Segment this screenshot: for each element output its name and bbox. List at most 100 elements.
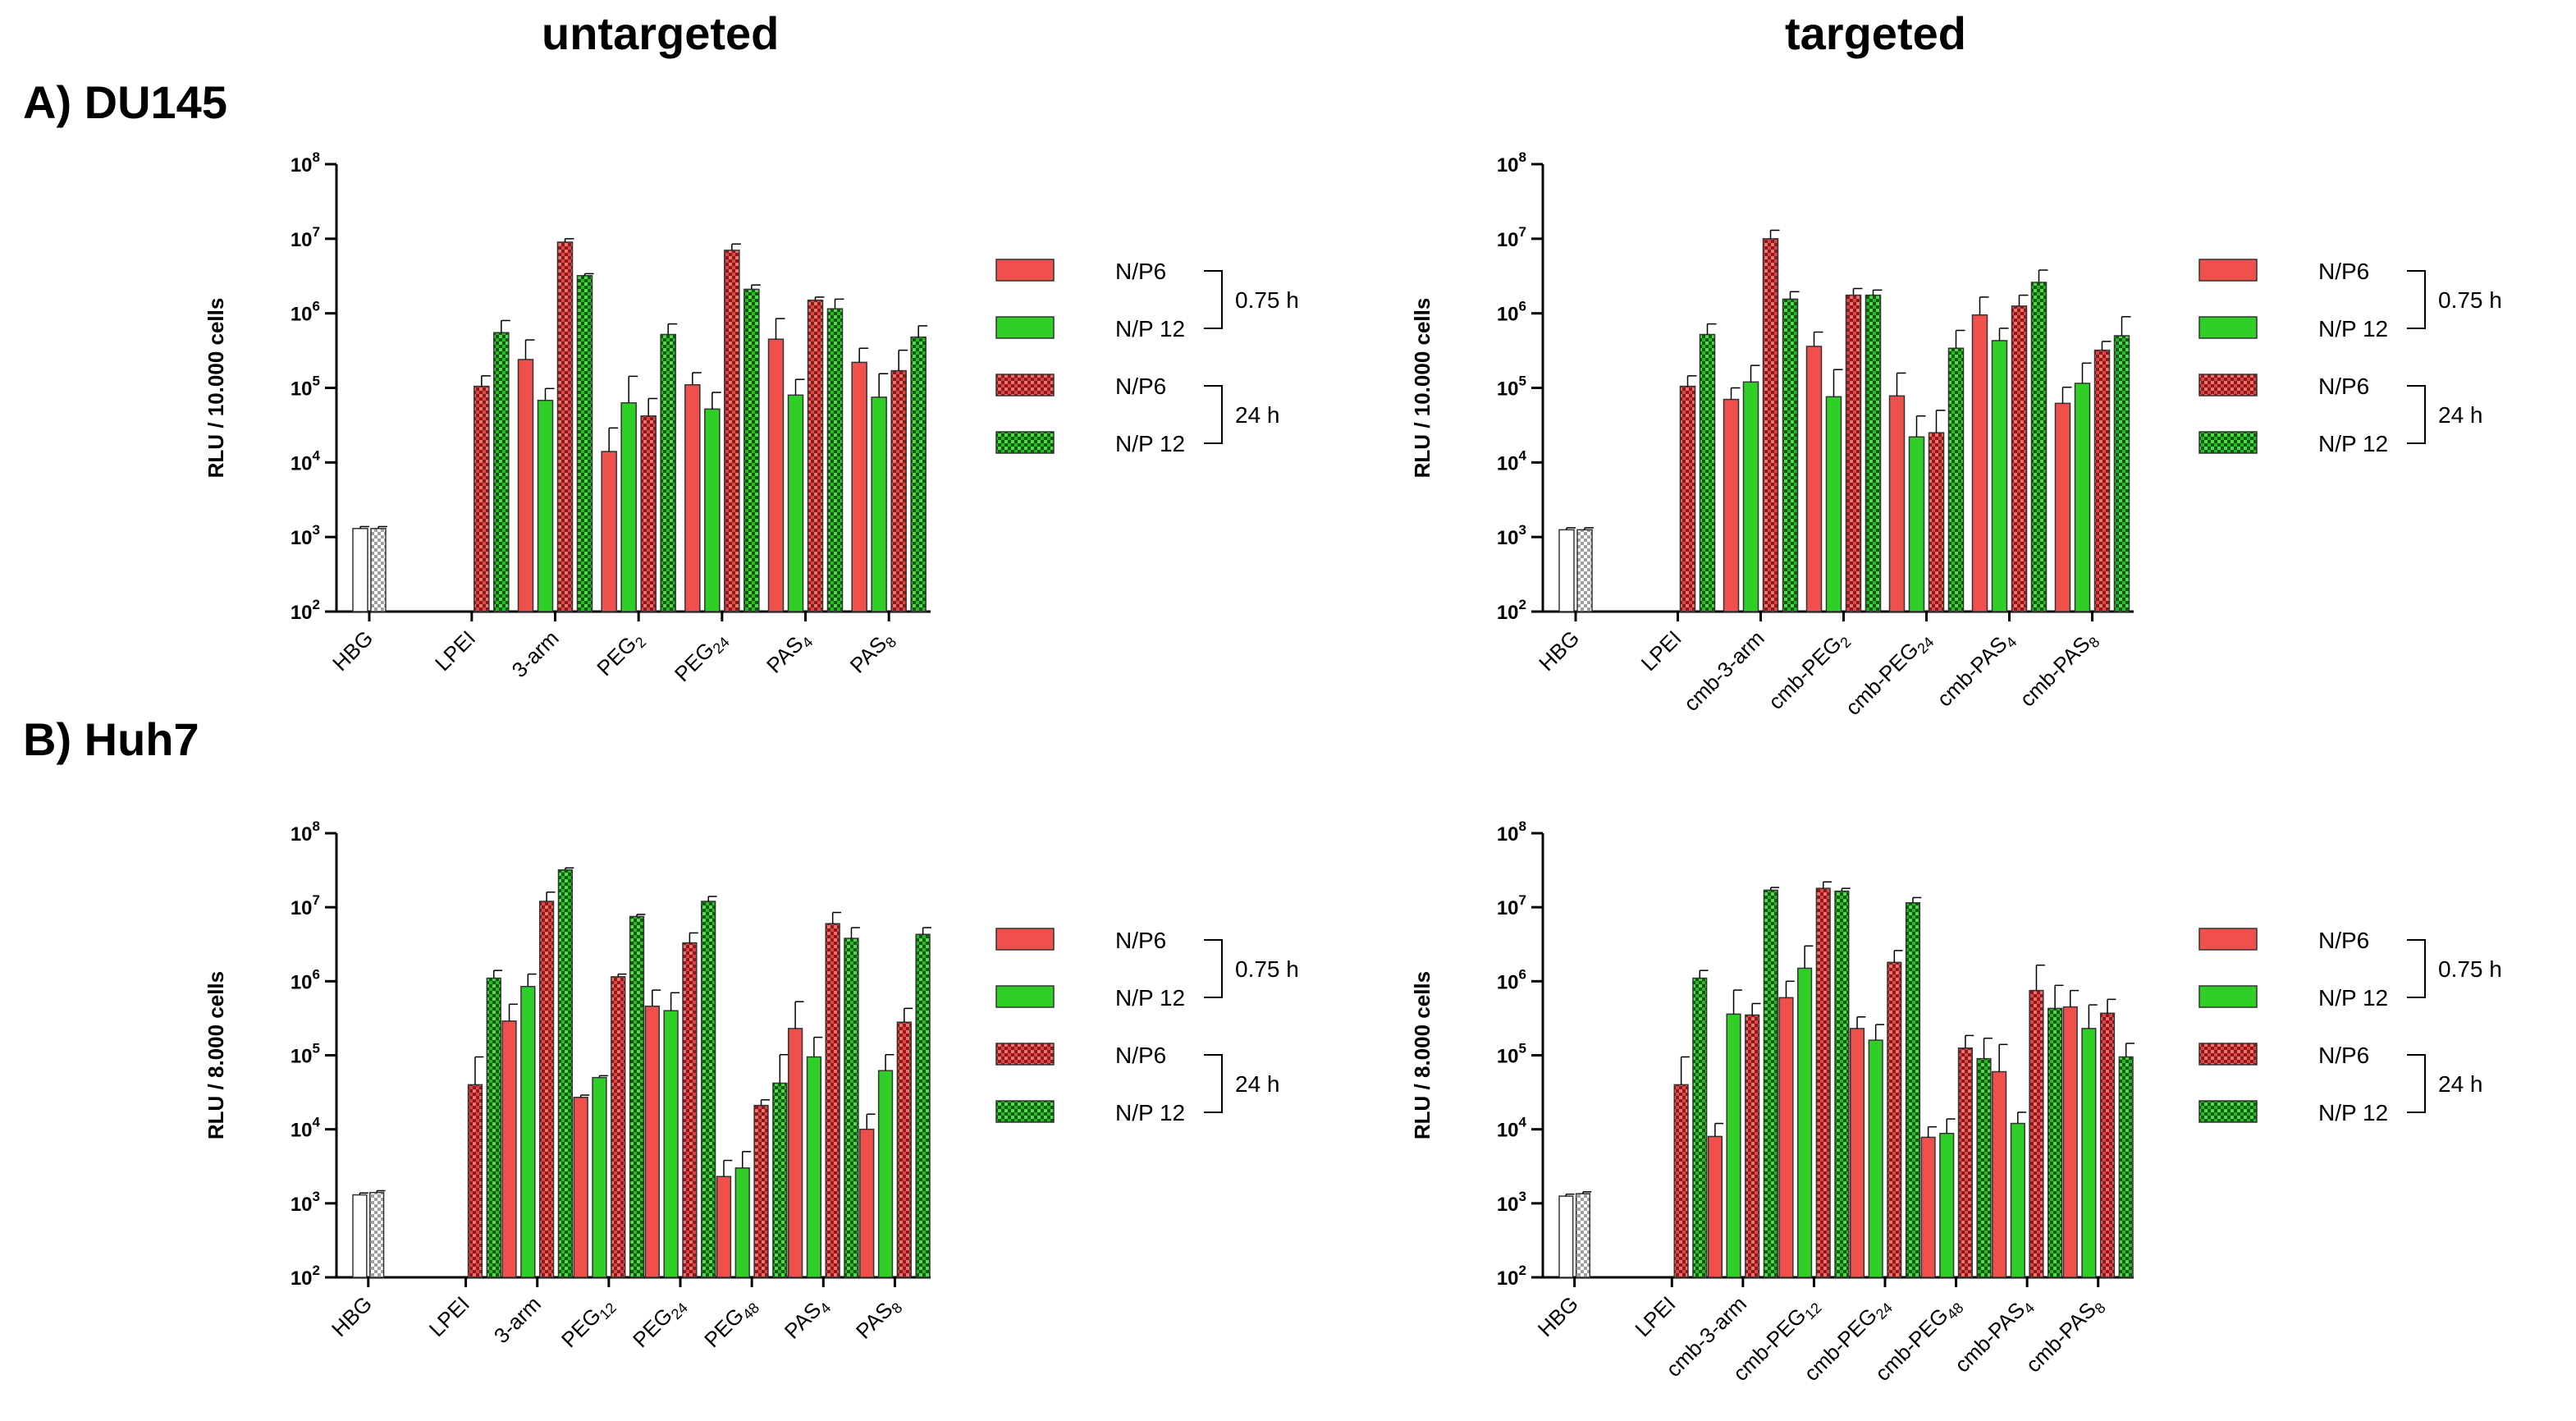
bar-solid [1991, 340, 2008, 612]
bar-hbg-np6 [352, 528, 368, 612]
bar-hatched [807, 299, 824, 612]
bar-hatched [1679, 385, 1696, 612]
bar-solid [851, 361, 867, 612]
bar-hatched [1947, 347, 1965, 612]
bar-solid [859, 1128, 875, 1278]
chart-du145-targeted: RLU / 10.000 cells 102 103 104 105 106 107 108 H… [1410, 149, 2502, 722]
legend-swatch [2199, 1100, 2258, 1123]
legend-label: N/P6 [2318, 928, 2369, 953]
bar-solid [2010, 1122, 2025, 1278]
bar-hatched [1905, 901, 1921, 1278]
x-tick-label: cmb-3-arm [1679, 626, 1769, 716]
bar-hatched [629, 915, 645, 1278]
legend-swatch [995, 259, 1055, 282]
x-tick-label: cmb-PAS8 [2015, 626, 2102, 713]
x-tick-label: PAS4 [762, 626, 817, 681]
legend-bracket-label: 24 h [2438, 402, 2483, 428]
bar-solid [2081, 1028, 2097, 1278]
y-tick-label: 105 [1497, 1041, 1526, 1068]
bar-hatched [744, 288, 760, 612]
bar-solid [684, 383, 701, 612]
bar-solid [1888, 395, 1906, 612]
bar-hatched [538, 901, 555, 1278]
bar-solid [1939, 1132, 1955, 1278]
bar-solid [1849, 1028, 1865, 1278]
legend-label: N/P 12 [2318, 1100, 2388, 1125]
legend-label: N/P 12 [1115, 985, 1185, 1011]
y-tick-label: 103 [1497, 1189, 1526, 1216]
legend-swatch [2199, 431, 2258, 454]
bar-solid [1805, 346, 1823, 612]
bar-hatched [1834, 890, 1850, 1278]
x-tick-label: PEG24 [670, 626, 733, 689]
bar-solid [620, 401, 637, 612]
bar-solid [1992, 1070, 2007, 1278]
bar-hbg-np6 [1558, 529, 1575, 612]
legend-label: N/P6 [2318, 374, 2369, 399]
bar-hbg-np6 [1558, 1195, 1574, 1278]
y-tick-label: 102 [1497, 597, 1526, 624]
bar-solid [1723, 398, 1740, 612]
legend-bracket-label: 24 h [1235, 402, 1280, 428]
bar-hatched [825, 923, 840, 1278]
bar-solid [501, 1020, 517, 1278]
bar-hatched [772, 1082, 788, 1278]
y-tick-label: 102 [1497, 1263, 1526, 1290]
bar-hatched [682, 942, 698, 1278]
y-axis-label: RLU / 8.000 cells [1410, 971, 1434, 1139]
y-tick-label: 106 [1497, 966, 1526, 993]
bar-hatched [1957, 1047, 1973, 1278]
y-tick-label: 108 [1497, 149, 1526, 176]
x-tick-label: HBG [1533, 1291, 1583, 1341]
bar-hbg-np12 [1575, 1193, 1591, 1278]
legend-bracket [2407, 270, 2426, 329]
x-tick-label: 3-arm [507, 626, 564, 682]
bar-hatched [826, 308, 844, 612]
bar-solid [537, 399, 554, 612]
y-tick-label: 106 [291, 299, 320, 326]
legend-bracket [1204, 270, 1223, 329]
chart-du145-untargeted: RLU / 10.000 cells 102 103 104 105 106 107 108 H… [204, 149, 1299, 689]
bar-hatched [1865, 294, 1882, 612]
chart-huh7-untargeted: RLU / 8.000 cells 102 103 104 105 106 107 108 HB… [204, 818, 1299, 1355]
bar-hatched [753, 1104, 769, 1278]
legend-label: N/P6 [2318, 1043, 2369, 1068]
bar-hatched [2113, 335, 2130, 612]
bar-hatched [1763, 889, 1778, 1278]
legend-label: N/P 12 [2318, 985, 2388, 1011]
bar-solid [601, 451, 617, 612]
legend-bracket [2407, 385, 2426, 444]
y-axis-label: RLU / 8.000 cells [204, 971, 228, 1139]
bar-hatched [611, 976, 626, 1278]
legend-swatch [2199, 1043, 2258, 1066]
legend-swatch [995, 431, 1055, 454]
bar-solid [787, 1028, 803, 1278]
y-axis-label: RLU / 10.000 cells [204, 298, 228, 479]
x-tick-label: 3-arm [489, 1291, 546, 1348]
legend-bracket-label: 0.75 h [1235, 956, 1299, 982]
bar-hatched [2030, 282, 2048, 612]
bar-hatched [2099, 1012, 2116, 1278]
bar-hatched [486, 977, 501, 1278]
y-tick-label: 107 [291, 224, 320, 251]
x-tick-label: HBG [327, 1291, 377, 1341]
legend-swatch [995, 374, 1055, 397]
legend-swatch [995, 1100, 1055, 1123]
x-tick-label: PEG12 [556, 1291, 620, 1355]
bar-solid [1797, 967, 1813, 1278]
bar-solid [517, 359, 534, 612]
bar-solid [663, 1010, 679, 1278]
bar-hatched [467, 1084, 483, 1278]
bar-hatched [557, 869, 574, 1278]
bar-hatched [556, 241, 574, 612]
legend-bracket [1204, 385, 1223, 444]
y-tick-label: 105 [291, 374, 320, 401]
x-tick-label: PEG48 [699, 1291, 762, 1355]
bar-solid [787, 394, 804, 612]
y-tick-label: 102 [291, 597, 320, 624]
y-tick-label: 103 [291, 522, 320, 549]
legend-label: N/P 12 [1115, 316, 1185, 341]
legend-bracket-label: 0.75 h [2438, 287, 2502, 313]
legend-swatch [995, 985, 1055, 1008]
bar-hatched [701, 901, 716, 1278]
